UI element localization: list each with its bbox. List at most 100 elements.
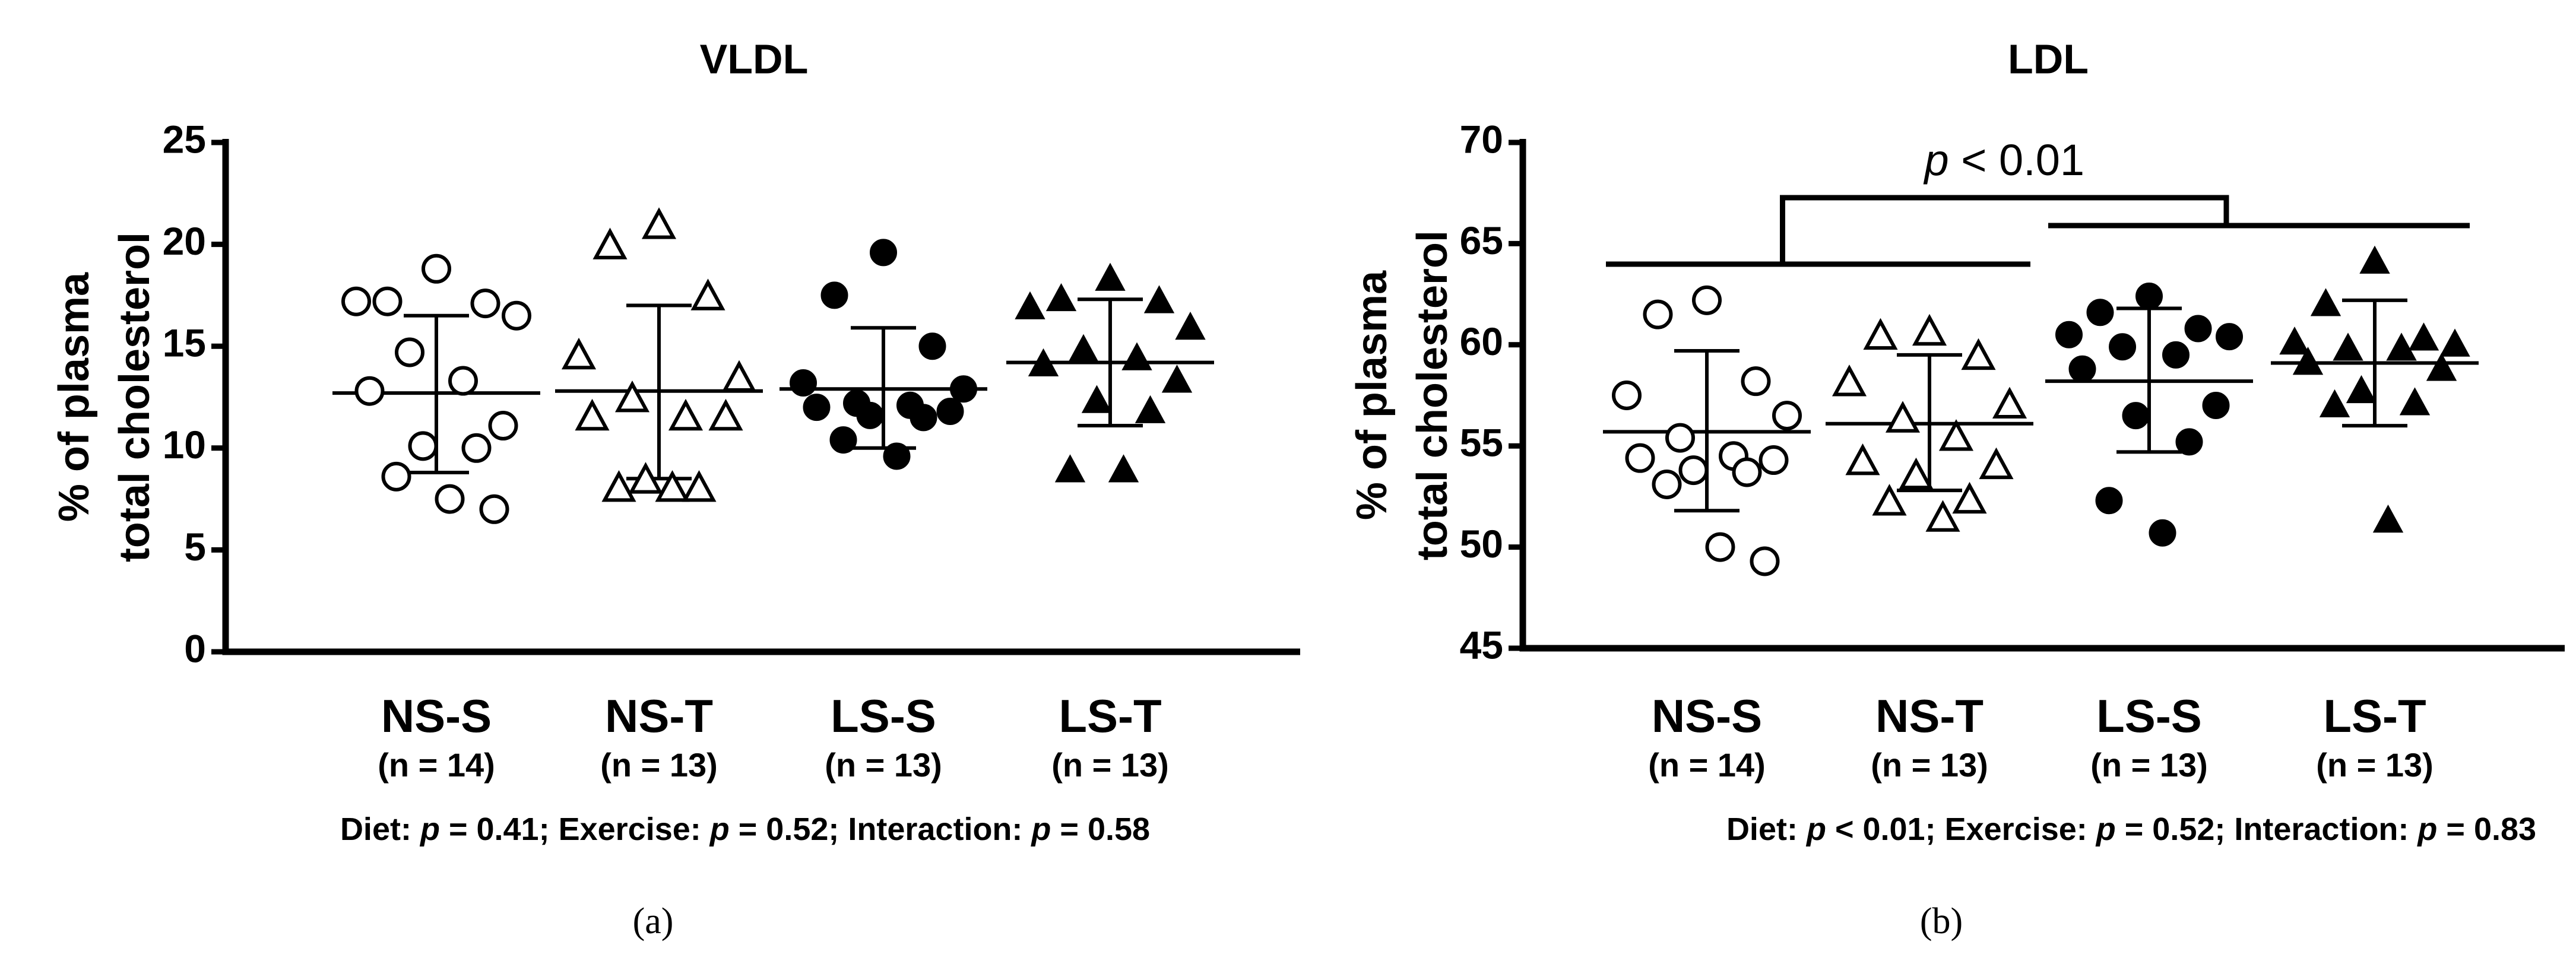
data-point bbox=[655, 470, 690, 502]
data-point bbox=[2109, 333, 2136, 361]
group-ns-s: NS-S (n = 14) bbox=[1603, 285, 1811, 784]
data-point bbox=[1863, 318, 1898, 350]
p-symbol: p bbox=[1805, 811, 1826, 847]
data-point bbox=[1652, 469, 1682, 499]
category-label: LS-T bbox=[1059, 690, 1161, 742]
y-axis-label: % of plasma bbox=[50, 272, 98, 522]
chart-title: VLDL bbox=[700, 36, 809, 82]
data-point bbox=[2216, 323, 2243, 351]
data-point bbox=[1643, 299, 1673, 329]
stats-line: Diet: p < 0.01; Exercise: p = 0.52; Inte… bbox=[1726, 811, 2536, 847]
y-tick-label: 0 bbox=[184, 626, 206, 670]
data-point bbox=[2333, 332, 2363, 361]
data-point bbox=[2359, 245, 2390, 274]
n-label: (n = 14) bbox=[378, 746, 495, 784]
significance-label: p < 0.01 bbox=[1923, 135, 2084, 185]
data-point bbox=[2135, 283, 2163, 310]
data-point bbox=[1175, 312, 1206, 340]
y-axis-label: total cholesterol bbox=[111, 232, 159, 562]
data-point bbox=[1054, 454, 1086, 483]
data-point bbox=[1912, 313, 1947, 346]
data-point bbox=[2086, 299, 2114, 326]
data-point bbox=[422, 253, 451, 284]
n-label: (n = 13) bbox=[600, 746, 718, 784]
data-point bbox=[910, 404, 937, 432]
data-point bbox=[2162, 341, 2190, 369]
y-tick-label: 15 bbox=[163, 321, 206, 365]
category-label: LS-S bbox=[831, 690, 936, 742]
data-point bbox=[1845, 443, 1880, 475]
p-symbol: p bbox=[2095, 811, 2116, 847]
data-point bbox=[820, 281, 848, 309]
data-point bbox=[2292, 347, 2324, 375]
group-ls-s: LS-S (n = 13) bbox=[780, 239, 987, 784]
data-point bbox=[790, 369, 817, 397]
category-label: LS-T bbox=[2323, 690, 2426, 742]
group-ns-t: NS-T (n = 13) bbox=[1826, 313, 2033, 784]
group-ls-s: LS-S (n = 13) bbox=[2045, 283, 2253, 784]
data-point bbox=[2279, 326, 2310, 355]
stats-text: = 0.52; Interaction: bbox=[2116, 811, 2418, 847]
data-point bbox=[479, 494, 509, 524]
data-point bbox=[628, 462, 663, 494]
data-point bbox=[870, 239, 897, 267]
data-point bbox=[1979, 447, 2014, 480]
group-ls-t: LS-T (n = 13) bbox=[2271, 245, 2479, 784]
data-point bbox=[408, 431, 438, 461]
data-point bbox=[2149, 519, 2176, 547]
data-point bbox=[2386, 332, 2417, 361]
data-point bbox=[1832, 364, 1867, 397]
category-label: NS-T bbox=[1875, 690, 1984, 742]
data-point bbox=[2055, 321, 2083, 348]
data-point bbox=[1625, 443, 1655, 473]
data-point bbox=[1121, 342, 1152, 370]
data-point bbox=[381, 461, 411, 492]
n-label: (n = 13) bbox=[2316, 746, 2434, 784]
data-point bbox=[1108, 454, 1139, 483]
p-symbol: p bbox=[2416, 811, 2437, 847]
data-point bbox=[1758, 445, 1789, 475]
data-point bbox=[708, 398, 743, 431]
y-tick-label: 65 bbox=[1460, 218, 1503, 262]
data-point bbox=[690, 278, 725, 310]
data-point bbox=[2068, 355, 2096, 383]
axes bbox=[1519, 139, 2565, 652]
data-point bbox=[1741, 366, 1771, 397]
data-point bbox=[1161, 364, 1193, 393]
y-tick-label: 60 bbox=[1460, 319, 1503, 363]
category-label: NS-T bbox=[605, 690, 713, 742]
data-point bbox=[1992, 386, 2027, 418]
ldl-panel: LDL % of plasma total cholesterol 45 50 55 60 6… bbox=[1348, 36, 2565, 941]
data-point bbox=[1938, 419, 1974, 451]
axes bbox=[222, 139, 1300, 655]
data-point bbox=[1135, 395, 1166, 423]
data-point bbox=[2319, 389, 2350, 417]
data-point bbox=[2346, 375, 2377, 404]
stats-text: = 0.83 bbox=[2437, 811, 2536, 847]
p-symbol: p bbox=[709, 811, 730, 847]
data-point bbox=[1095, 262, 1126, 291]
data-point bbox=[2202, 392, 2230, 420]
n-label: (n = 13) bbox=[825, 746, 942, 784]
data-point bbox=[1899, 457, 1934, 490]
data-point bbox=[1961, 338, 1996, 370]
panel-label: (b) bbox=[1920, 901, 1963, 941]
data-point bbox=[2439, 328, 2470, 357]
data-point bbox=[2175, 428, 2203, 456]
data-point bbox=[1952, 481, 1987, 514]
data-point bbox=[561, 337, 597, 370]
y-tick-label: 70 bbox=[1460, 117, 1503, 161]
data-point bbox=[2310, 288, 2341, 316]
stats-line: Diet: p = 0.41; Exercise: p = 0.52; Inte… bbox=[340, 811, 1150, 847]
stats-text: = 0.58 bbox=[1051, 811, 1150, 847]
data-point bbox=[1068, 334, 1099, 362]
data-point bbox=[918, 332, 946, 360]
data-point bbox=[1732, 457, 1762, 487]
data-point bbox=[395, 337, 424, 367]
data-point bbox=[641, 207, 677, 239]
data-point bbox=[1872, 484, 1907, 516]
data-point bbox=[470, 288, 500, 319]
group-ls-t: LS-T (n = 13) bbox=[1006, 262, 1214, 784]
y-axis-label: total cholesterol bbox=[1409, 230, 1456, 560]
